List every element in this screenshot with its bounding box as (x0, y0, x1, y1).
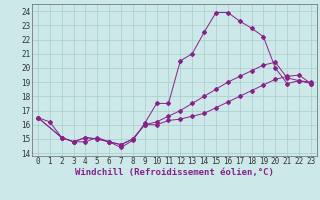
X-axis label: Windchill (Refroidissement éolien,°C): Windchill (Refroidissement éolien,°C) (75, 168, 274, 177)
